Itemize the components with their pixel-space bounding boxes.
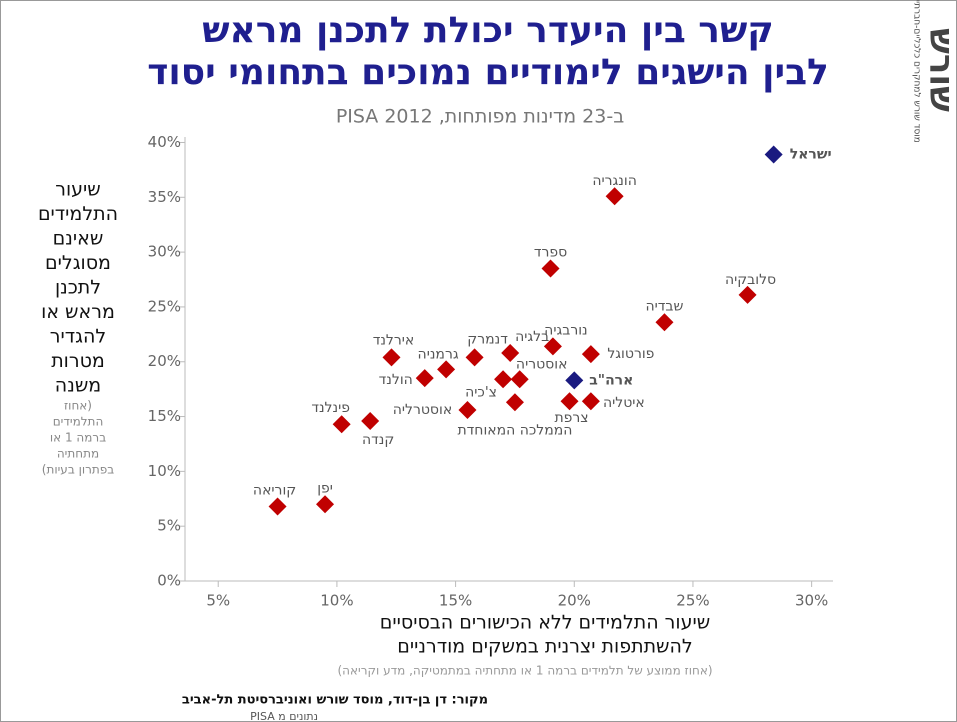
point <box>581 345 600 364</box>
point <box>655 313 674 332</box>
point-label: ישראל <box>790 147 832 163</box>
y-axis-note: בפתרון בעיות) <box>42 463 114 477</box>
y-axis-note: התלמידים <box>53 415 104 429</box>
point <box>268 497 287 516</box>
y-tick-label: 30% <box>148 243 181 261</box>
point-label: ארה"ב <box>589 372 633 388</box>
point-label: צ'כיה <box>465 384 497 400</box>
point <box>560 392 579 411</box>
point <box>764 145 783 164</box>
y-axis-label: מטרות <box>51 350 105 372</box>
y-axis-note: ברמה 1 או <box>50 431 106 445</box>
point <box>465 348 484 367</box>
source: מקור: דן בן-דוד, מוסד שורש ואוניברסיטת ת… <box>182 693 488 708</box>
source-note: נתונים מ PISA <box>250 710 318 722</box>
y-tick-label: 5% <box>157 517 181 535</box>
point-label: בלגיה <box>515 329 549 345</box>
point <box>415 369 434 388</box>
point-label: גרמניה <box>418 346 459 362</box>
point-label: אוסטריה <box>516 356 568 372</box>
point <box>541 259 560 278</box>
point-label: צרפת <box>554 410 588 426</box>
point-label: הממלכה המאוחדת <box>457 422 572 438</box>
x-tick-label: 5% <box>206 592 230 610</box>
point <box>543 337 562 356</box>
point-label: נורבגיה <box>544 322 587 338</box>
point-label: ספרד <box>534 245 567 261</box>
y-axis-label: לתכנן <box>55 277 101 299</box>
y-axis-label: משנה <box>55 375 101 397</box>
point-label: קוריאה <box>253 482 296 498</box>
y-tick-label: 10% <box>148 462 181 480</box>
y-tick-label: 15% <box>148 407 181 425</box>
point-label: יפן <box>317 480 333 496</box>
point <box>361 411 380 430</box>
point <box>382 348 401 367</box>
point <box>501 343 520 362</box>
point-label: שבדיה <box>646 298 684 314</box>
point-label: פינלנד <box>311 400 350 416</box>
x-tick-label: 20% <box>558 592 591 610</box>
x-axis-label: להשתתפות יצרנית במשקים מודרניים <box>397 636 692 658</box>
point <box>458 400 477 419</box>
point-label: אוסטרליה <box>393 402 452 418</box>
y-tick-label: 20% <box>148 352 181 370</box>
chart-title: קשר בין היעדר יכולת לתכנן מראש <box>202 10 774 51</box>
point-label: איטליה <box>603 395 645 411</box>
x-tick-label: 15% <box>439 592 472 610</box>
point-label: דנמרק <box>467 331 508 347</box>
y-axis-label: שיעור <box>55 179 101 201</box>
point <box>738 285 757 304</box>
y-axis-label: התלמידים <box>38 203 118 225</box>
point-label: קנדה <box>362 432 394 448</box>
point <box>565 371 584 390</box>
point <box>605 187 624 206</box>
y-tick-label: 25% <box>148 297 181 315</box>
point <box>510 370 529 389</box>
point <box>581 392 600 411</box>
point-label: הונגריה <box>592 173 637 189</box>
chart-title: לבין הישגים לימודיים נמוכים בתחומי יסוד <box>147 52 829 93</box>
point <box>505 393 524 412</box>
point-label: אירלנד <box>373 332 415 348</box>
y-axis-note: (אחוז <box>64 399 92 413</box>
y-tick-label: 0% <box>157 572 181 590</box>
point-label: פורטוגל <box>607 346 654 362</box>
point-label: הולנד <box>379 372 413 388</box>
y-axis-label: מסוגלים <box>45 252 111 274</box>
y-axis-note: מתחתיה <box>57 447 99 461</box>
subtitle: ב-23 מדינות מפותחות, PISA 2012 <box>336 106 624 128</box>
y-tick-label: 35% <box>148 188 181 206</box>
logo-note: מוסד שורש למחקרים כלכליים-חברתיים <box>912 0 922 143</box>
y-tick-label: 40% <box>148 133 181 151</box>
point <box>494 370 513 389</box>
point <box>437 360 456 379</box>
point-label: סלובקיה <box>725 272 776 288</box>
x-axis-label: שיעור התלמידים ללא הכישורים הבסיסיים <box>380 612 710 634</box>
y-axis-label: להגדיר <box>50 326 106 348</box>
y-axis-label: מראש או <box>41 301 115 323</box>
y-axis-label: שאינם <box>53 228 104 250</box>
logo: שורש <box>922 28 957 112</box>
x-tick-label: 25% <box>676 592 709 610</box>
point <box>316 495 335 514</box>
point <box>332 415 351 434</box>
x-tick-label: 30% <box>795 592 828 610</box>
x-tick-label: 10% <box>320 592 353 610</box>
x-axis-note: (אחוז ממוצע של תלמידים ברמה 1 או מתחתיה … <box>337 664 712 678</box>
